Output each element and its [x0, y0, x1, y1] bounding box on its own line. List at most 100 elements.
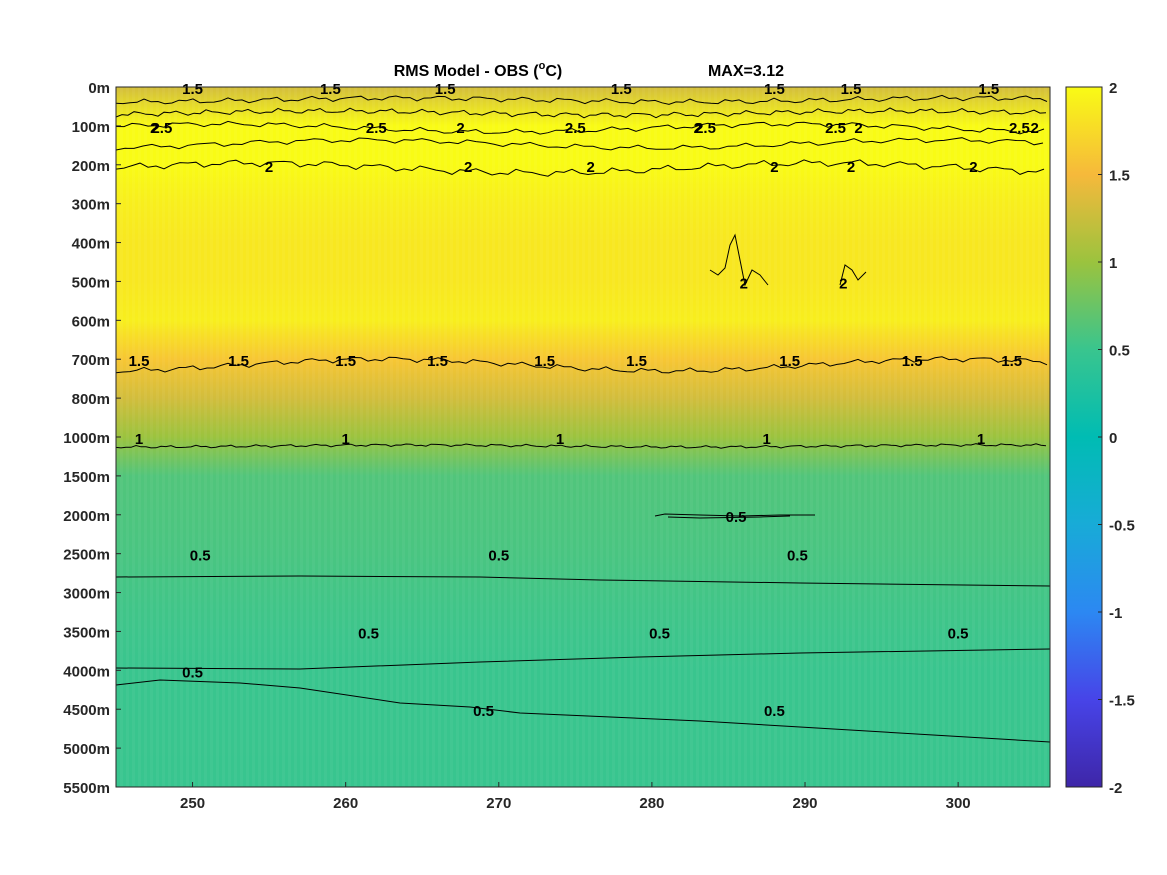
y-tick-label: 2000m: [63, 508, 110, 525]
y-tick-label: 700m: [72, 352, 110, 369]
contour-label: 0.5: [358, 625, 379, 642]
contour-label: 1.5: [435, 81, 456, 98]
contour-label: 0.5: [182, 664, 203, 681]
contour-1-5-surface: [115, 94, 1048, 105]
x-tick-label: 280: [639, 795, 664, 812]
contour-label: 2: [587, 159, 595, 176]
contour-label: 1.5: [320, 81, 341, 98]
contour-label: 1: [135, 431, 143, 448]
contour-label: 1.5: [902, 353, 923, 370]
y-tick-label: 100m: [72, 119, 110, 136]
contour-0-5-a: [115, 575, 1051, 587]
contour-label: 0.5: [649, 625, 670, 642]
heatmap-texture: [116, 87, 1050, 787]
y-tick-label: 500m: [72, 274, 110, 291]
contour-label: 0.5: [726, 509, 747, 526]
y-tick-label: 800m: [72, 391, 110, 408]
contour-2-subsurface: [115, 159, 1045, 177]
contour-label: 0.5: [190, 548, 211, 565]
contour-label: 1.5: [182, 81, 203, 98]
contour-label: 2: [456, 120, 464, 137]
contour-label: 2.5: [825, 120, 846, 137]
x-tick-label: 290: [793, 795, 818, 812]
contour-label: 1: [763, 431, 771, 448]
y-tick-label: 5000m: [63, 741, 110, 758]
contour-label: 2.5: [366, 120, 387, 137]
y-axis: 0m 100m 200m 300m 400m 500m 600m 700m 800m 1000m 1…: [63, 80, 121, 797]
chart-title: RMS Model - OBS (oC): [394, 60, 563, 80]
y-tick-label: 200m: [72, 158, 110, 175]
contour-label: 2: [770, 159, 778, 176]
y-tick-label: 1000m: [63, 430, 110, 447]
contour-label: 2: [265, 159, 273, 176]
contour-label: 2: [969, 159, 977, 176]
contour-label: 0.5: [488, 548, 509, 565]
contour-label: 1.5: [427, 353, 448, 370]
contour-2-5-upper: [115, 120, 1045, 135]
contour-2-5-lower: [115, 137, 1044, 151]
contour-label: 1.5: [611, 81, 632, 98]
contour-label: 1: [556, 431, 564, 448]
contour-label: 1: [342, 431, 350, 448]
contour-label: 2: [150, 120, 158, 137]
contour-lines: [115, 94, 1051, 743]
contour-label: 1.5: [841, 81, 862, 98]
contour-label: 1.5: [764, 81, 785, 98]
contour-label: 2.5: [151, 120, 172, 137]
contour-0-5-small: [654, 513, 815, 519]
contour-label: 2: [839, 275, 847, 292]
contour-label: 1.5: [129, 353, 150, 370]
y-tick-label: 300m: [72, 197, 110, 214]
x-tick-label: 300: [946, 795, 971, 812]
colorbar-gradient: [1066, 87, 1102, 787]
y-tick-label: 4000m: [63, 663, 110, 680]
contour-label: 0.5: [787, 548, 808, 565]
contour-label: 2: [847, 159, 855, 176]
contour-label: 2.5: [565, 120, 586, 137]
y-tick-label: 1500m: [63, 469, 110, 486]
contour-2-surface: [115, 107, 1047, 119]
colorbar-tick-label: -2: [1109, 780, 1122, 797]
colorbar-ticks: 2 1.5 1 0.5 0 -0.5 -1 -1.5 -2: [1098, 80, 1135, 797]
contour-0-5-b: [115, 648, 1051, 670]
contour-label: 2: [694, 120, 702, 137]
contour-label: 0.5: [764, 703, 785, 720]
y-tick-label: 600m: [72, 313, 110, 330]
colorbar-tick-label: -0.5: [1109, 518, 1135, 535]
colorbar-tick-label: 1.5: [1109, 168, 1130, 185]
y-tick-label: 400m: [72, 236, 110, 253]
title-main: RMS Model - OBS (: [394, 63, 540, 80]
contour-label: 2.5: [695, 120, 716, 137]
contour-1-5-mid: [115, 356, 1048, 374]
colorbar-tick-label: 2: [1109, 80, 1117, 97]
contour-label: 1.5: [978, 81, 999, 98]
y-tick-label: 3500m: [63, 624, 110, 641]
x-axis: 250 260 270 280 290 300: [180, 782, 971, 812]
colorbar: 2 1.5 1 0.5 0 -0.5 -1 -1.5 -2: [1065, 80, 1135, 797]
colorbar-tick-label: -1: [1109, 605, 1122, 622]
contour-label: 1.5: [779, 353, 800, 370]
max-label: MAX=3.12: [708, 63, 784, 80]
x-tick-label: 250: [180, 795, 205, 812]
contour-label: 2: [740, 275, 748, 292]
colorbar-tick-label: -1.5: [1109, 693, 1135, 710]
colorbar-tick-label: 1: [1109, 255, 1117, 272]
contour-1: [115, 443, 1047, 449]
contour-label: 1.5: [1001, 353, 1022, 370]
colorbar-tick-label: 0.5: [1109, 343, 1130, 360]
y-tick-label: 2500m: [63, 547, 110, 564]
contour-label: 1.5: [626, 353, 647, 370]
y-tick-label: 3000m: [63, 586, 110, 603]
contour-2-patch: [709, 233, 867, 287]
contour-label: 2: [854, 120, 862, 137]
colorbar-tick-label: 0: [1109, 430, 1117, 447]
x-tick-label: 260: [333, 795, 358, 812]
y-tick-label: 4500m: [63, 702, 110, 719]
contour-0-5-c: [115, 679, 1051, 743]
contour-labels: 1.521.5 1.521.521.5 1.521.522.5 2.5 2.5 2.5 2.…: [129, 81, 1039, 720]
plot-area: 1.521.5 1.521.521.5 1.521.522.5 2.5 2.5 2.5 2.…: [115, 81, 1051, 788]
contour-label: 0.5: [473, 703, 494, 720]
contour-label: 1.5: [228, 353, 249, 370]
title-unit-superscript: o: [539, 60, 546, 72]
